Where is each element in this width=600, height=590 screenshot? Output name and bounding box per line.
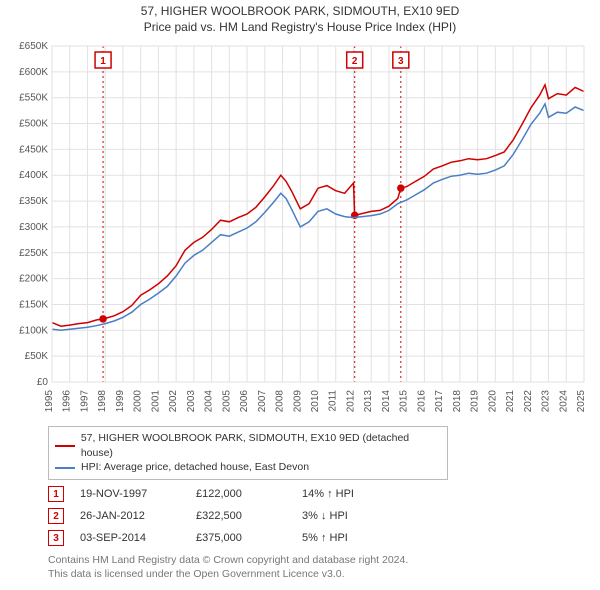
event-badge: 3 [48, 530, 64, 546]
svg-text:2020: 2020 [487, 390, 498, 413]
svg-text:2025: 2025 [576, 390, 587, 413]
event-price: £375,000 [196, 532, 286, 544]
event-date: 26-JAN-2012 [80, 510, 180, 522]
svg-text:2006: 2006 [239, 390, 250, 413]
svg-text:1995: 1995 [44, 390, 55, 413]
svg-text:£250K: £250K [19, 248, 48, 259]
svg-text:1: 1 [100, 56, 106, 67]
event-badge: 2 [48, 508, 64, 524]
legend-label: 57, HIGHER WOOLBROOK PARK, SIDMOUTH, EX1… [81, 431, 441, 460]
svg-text:1996: 1996 [62, 390, 73, 413]
event-table: 1 19-NOV-1997 £122,000 14% ↑ HPI 2 26-JA… [48, 486, 592, 546]
svg-text:2022: 2022 [523, 390, 534, 413]
svg-text:2007: 2007 [257, 390, 268, 413]
svg-text:2024: 2024 [558, 390, 569, 413]
svg-text:2010: 2010 [310, 390, 321, 413]
svg-text:£650K: £650K [19, 41, 48, 52]
legend-swatch [55, 467, 75, 469]
svg-text:£0: £0 [37, 377, 49, 388]
svg-text:2004: 2004 [204, 390, 215, 413]
svg-text:2018: 2018 [452, 390, 463, 413]
legend: 57, HIGHER WOOLBROOK PARK, SIDMOUTH, EX1… [48, 426, 448, 480]
svg-text:1999: 1999 [115, 390, 126, 413]
svg-text:£150K: £150K [19, 299, 48, 310]
svg-text:2005: 2005 [221, 390, 232, 413]
attribution-line: This data is licensed under the Open Gov… [48, 568, 592, 582]
svg-text:2009: 2009 [292, 390, 303, 413]
svg-text:2013: 2013 [363, 390, 374, 413]
svg-text:£200K: £200K [19, 274, 48, 285]
event-row: 3 03-SEP-2014 £375,000 5% ↑ HPI [48, 530, 592, 546]
attribution: Contains HM Land Registry data © Crown c… [48, 554, 592, 581]
svg-text:3: 3 [398, 56, 404, 67]
event-date: 19-NOV-1997 [80, 488, 180, 500]
event-row: 2 26-JAN-2012 £322,500 3% ↓ HPI [48, 508, 592, 524]
legend-label: HPI: Average price, detached house, East… [81, 460, 309, 475]
legend-item: HPI: Average price, detached house, East… [55, 460, 441, 475]
svg-text:2001: 2001 [150, 390, 161, 413]
svg-text:£550K: £550K [19, 93, 48, 104]
svg-text:£300K: £300K [19, 222, 48, 233]
event-badge: 1 [48, 486, 64, 502]
svg-text:2015: 2015 [399, 390, 410, 413]
event-pct: 5% ↑ HPI [302, 532, 402, 544]
chart-area: £0 £50K £100K £150K £200K £250K £300K £350K £400… [8, 40, 592, 420]
svg-text:£100K: £100K [19, 325, 48, 336]
svg-text:2014: 2014 [381, 390, 392, 413]
svg-text:2017: 2017 [434, 390, 445, 413]
svg-text:1997: 1997 [79, 390, 90, 413]
svg-text:£350K: £350K [19, 196, 48, 207]
svg-text:£500K: £500K [19, 119, 48, 130]
svg-text:1998: 1998 [97, 390, 108, 413]
event-price: £122,000 [196, 488, 286, 500]
svg-text:2: 2 [352, 56, 358, 67]
svg-text:2003: 2003 [186, 390, 197, 413]
chart-title-line1: 57, HIGHER WOOLBROOK PARK, SIDMOUTH, EX1… [8, 4, 592, 18]
svg-text:2000: 2000 [133, 390, 144, 413]
svg-text:2021: 2021 [505, 390, 516, 413]
legend-swatch [55, 445, 75, 447]
svg-text:£600K: £600K [19, 67, 48, 78]
svg-text:2008: 2008 [275, 390, 286, 413]
svg-text:2016: 2016 [416, 390, 427, 413]
svg-text:£400K: £400K [19, 170, 48, 181]
svg-text:2012: 2012 [345, 390, 356, 413]
svg-text:£450K: £450K [19, 144, 48, 155]
event-date: 03-SEP-2014 [80, 532, 180, 544]
event-row: 1 19-NOV-1997 £122,000 14% ↑ HPI [48, 486, 592, 502]
legend-item: 57, HIGHER WOOLBROOK PARK, SIDMOUTH, EX1… [55, 431, 441, 460]
event-price: £322,500 [196, 510, 286, 522]
svg-text:2011: 2011 [328, 390, 339, 412]
event-pct: 3% ↓ HPI [302, 510, 402, 522]
svg-text:£50K: £50K [25, 351, 49, 362]
svg-text:2019: 2019 [470, 390, 481, 413]
svg-text:2002: 2002 [168, 390, 179, 413]
attribution-line: Contains HM Land Registry data © Crown c… [48, 554, 592, 568]
svg-text:2023: 2023 [541, 390, 552, 413]
chart-title-line2: Price paid vs. HM Land Registry's House … [8, 20, 592, 34]
event-pct: 14% ↑ HPI [302, 488, 402, 500]
